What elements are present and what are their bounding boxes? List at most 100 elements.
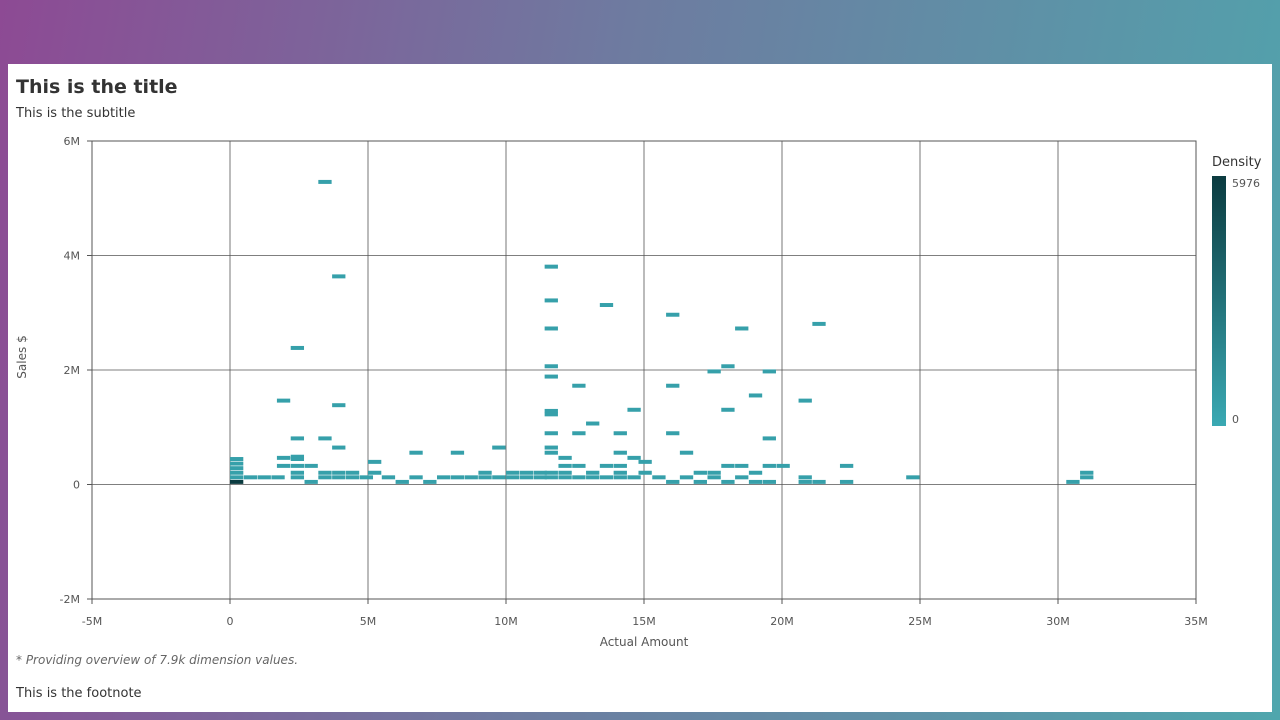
heatmap-cell[interactable] [693, 479, 707, 484]
heatmap-cell[interactable] [558, 470, 572, 475]
heatmap-cell[interactable] [318, 436, 332, 441]
heatmap-cell[interactable] [544, 431, 558, 436]
heatmap-cell[interactable] [290, 470, 305, 475]
heatmap-cell[interactable] [812, 479, 826, 484]
heatmap-cell[interactable] [368, 459, 382, 464]
heatmap-cell[interactable] [599, 475, 614, 480]
heatmap-cell[interactable] [586, 470, 600, 475]
heatmap-cell[interactable] [533, 470, 547, 475]
heatmap-cell[interactable] [1080, 475, 1094, 480]
heatmap-cell[interactable] [544, 326, 558, 331]
heatmap-cell[interactable] [332, 403, 346, 408]
heatmap-cell[interactable] [613, 450, 627, 455]
heatmap-cell[interactable] [381, 475, 396, 480]
heatmap-cell[interactable] [666, 383, 680, 388]
heatmap-cell[interactable] [544, 412, 558, 417]
heatmap-cell[interactable] [318, 179, 332, 184]
heatmap-cell[interactable] [271, 475, 285, 480]
heatmap-cell[interactable] [627, 407, 641, 412]
heatmap-cell[interactable] [762, 479, 776, 484]
heatmap-cell[interactable] [290, 475, 305, 480]
heatmap-cell[interactable] [572, 475, 586, 480]
heatmap-cell[interactable] [599, 303, 614, 307]
heatmap-cell[interactable] [304, 479, 318, 484]
heatmap-cell[interactable] [1080, 470, 1094, 475]
heatmap-cell[interactable] [558, 455, 572, 460]
heatmap-cell[interactable] [450, 450, 465, 455]
heatmap-cell[interactable] [368, 470, 382, 475]
heatmap-cell[interactable] [544, 475, 558, 480]
heatmap-cell[interactable] [762, 369, 776, 374]
heatmap-cell[interactable] [492, 475, 506, 480]
heatmap-cell[interactable] [230, 470, 244, 475]
heatmap-cell[interactable] [332, 475, 346, 480]
heatmap-cell[interactable] [230, 461, 244, 466]
heatmap-cell[interactable] [243, 475, 258, 480]
heatmap-cell[interactable] [638, 470, 652, 475]
heatmap-cell[interactable] [613, 463, 627, 468]
heatmap-cell[interactable] [478, 475, 492, 480]
heatmap-cell[interactable] [558, 475, 572, 480]
heatmap-cell[interactable] [906, 475, 920, 480]
heatmap-cell[interactable] [652, 475, 666, 480]
heatmap-cell[interactable] [409, 475, 423, 480]
heatmap-cell[interactable] [519, 470, 534, 475]
heatmap-cell[interactable] [544, 470, 558, 475]
heatmap-cell[interactable] [707, 369, 721, 374]
heatmap-cell[interactable] [666, 431, 680, 436]
heatmap-cell[interactable] [679, 450, 694, 455]
heatmap-cell[interactable] [478, 470, 492, 475]
heatmap-cell[interactable] [735, 463, 749, 468]
heatmap-cell[interactable] [290, 457, 305, 461]
heatmap-cell[interactable] [735, 475, 749, 480]
heatmap-cell[interactable] [839, 463, 854, 468]
heatmap-cell[interactable] [318, 475, 332, 480]
heatmap-cell[interactable] [345, 470, 360, 475]
heatmap-cell[interactable] [613, 431, 627, 436]
heatmap-cell[interactable] [290, 463, 305, 468]
heatmap-cell[interactable] [230, 479, 244, 484]
heatmap-cell[interactable] [290, 345, 305, 350]
heatmap-cell[interactable] [544, 408, 558, 413]
heatmap-cell[interactable] [437, 475, 451, 480]
heatmap-cell[interactable] [276, 463, 291, 468]
heatmap-cell[interactable] [533, 475, 547, 480]
heatmap-cell[interactable] [332, 274, 346, 279]
heatmap-cell[interactable] [395, 479, 409, 484]
heatmap-cell[interactable] [748, 470, 763, 475]
heatmap-cell[interactable] [290, 436, 305, 441]
heatmap-cell[interactable] [721, 407, 735, 412]
heatmap-cell[interactable] [1066, 479, 1080, 484]
heatmap-cell[interactable] [318, 470, 332, 475]
heatmap-cell[interactable] [693, 470, 707, 475]
heatmap-cell[interactable] [450, 475, 465, 480]
heatmap-cell[interactable] [276, 398, 291, 403]
heatmap-cell[interactable] [230, 466, 244, 471]
heatmap-cell[interactable] [544, 364, 558, 369]
heatmap-cell[interactable] [572, 463, 586, 468]
heatmap-cell[interactable] [798, 479, 812, 484]
heatmap-cell[interactable] [586, 475, 600, 480]
heatmap-cell[interactable] [290, 454, 305, 459]
heatmap-cell[interactable] [762, 436, 776, 441]
heatmap-cell[interactable] [359, 475, 374, 480]
heatmap-cell[interactable] [798, 475, 812, 480]
heatmap-cell[interactable] [506, 470, 520, 475]
heatmap-cell[interactable] [230, 475, 244, 480]
heatmap-cell[interactable] [332, 470, 346, 475]
heatmap-cell[interactable] [304, 463, 318, 468]
heatmap-cell[interactable] [666, 312, 680, 317]
heatmap-cell[interactable] [423, 479, 437, 484]
heatmap-cell[interactable] [721, 463, 735, 468]
heatmap-cell[interactable] [544, 445, 558, 450]
heatmap-cell[interactable] [492, 445, 506, 450]
heatmap-cell[interactable] [812, 321, 826, 326]
heatmap-cell[interactable] [332, 445, 346, 450]
heatmap-cell[interactable] [613, 470, 627, 475]
heatmap-cell[interactable] [638, 459, 652, 464]
heatmap-cell[interactable] [707, 470, 721, 475]
heatmap-cell[interactable] [748, 479, 763, 484]
heatmap-cell[interactable] [666, 479, 680, 484]
heatmap-cell[interactable] [721, 364, 735, 369]
heatmap-cell[interactable] [544, 298, 558, 303]
